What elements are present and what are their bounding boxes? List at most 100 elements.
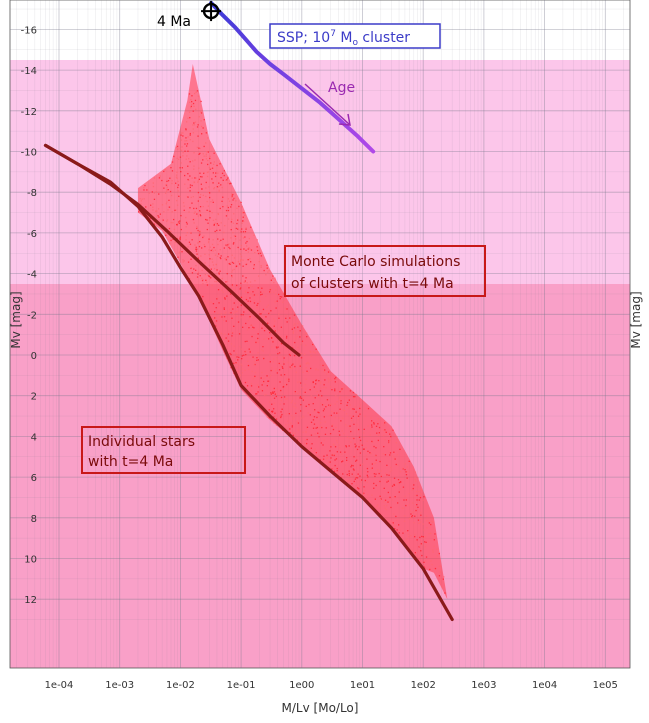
mc-point: [244, 290, 246, 292]
mc-point: [322, 444, 324, 446]
mc-point: [288, 353, 291, 356]
mc-point: [391, 455, 394, 457]
mc-point: [286, 383, 288, 386]
mc-point: [422, 523, 424, 525]
mc-point: [253, 327, 255, 329]
mc-point: [353, 469, 355, 471]
mc-point: [363, 492, 365, 494]
mc-point: [230, 312, 232, 314]
mc-point: [297, 437, 299, 439]
mc-point: [174, 241, 176, 244]
mc-point: [170, 230, 172, 233]
mc-point: [189, 132, 191, 135]
mc-point: [340, 402, 342, 405]
mc-point: [404, 469, 406, 471]
mc-point: [411, 549, 414, 552]
mc-point: [249, 316, 251, 318]
mc-point: [418, 556, 420, 558]
mc-point: [257, 337, 259, 340]
mc-point: [252, 328, 254, 330]
mc-point: [257, 356, 259, 358]
mc-point: [242, 265, 244, 267]
mc-point: [214, 317, 216, 319]
mc-point: [214, 175, 217, 178]
mc-point: [291, 400, 293, 402]
y-tick-label: 6: [31, 473, 37, 484]
mc-point: [328, 461, 330, 463]
mc-point: [228, 246, 230, 249]
mc-point: [274, 301, 276, 303]
mc-point: [176, 177, 178, 179]
mc-point: [241, 220, 244, 222]
mc-point: [244, 281, 246, 284]
mc-point: [168, 227, 171, 230]
mc-point: [238, 205, 240, 208]
mc-point: [319, 382, 321, 384]
mc-point: [327, 377, 330, 379]
mc-point: [217, 297, 219, 299]
mc-point: [280, 374, 282, 376]
mc-point: [166, 180, 168, 182]
mc-point: [234, 197, 236, 199]
mc-point: [399, 529, 401, 531]
mc-point: [362, 463, 364, 465]
mc-point: [359, 407, 361, 410]
mc-point: [231, 276, 233, 278]
mc-point: [418, 545, 421, 547]
mc-point: [328, 379, 330, 381]
mc-point: [345, 471, 347, 473]
mc-point: [189, 186, 191, 188]
mc-point: [195, 207, 198, 210]
mc-point: [277, 346, 279, 348]
mc-point: [304, 344, 307, 346]
mc-point: [350, 417, 353, 419]
mc-point: [352, 468, 355, 470]
mc-point: [202, 127, 204, 129]
mc-point: [324, 379, 326, 381]
mc-point: [370, 468, 372, 470]
mc-point: [197, 273, 199, 275]
mc-point: [334, 446, 337, 448]
mc-point: [323, 408, 325, 410]
mc-point: [338, 430, 340, 432]
mc-point: [307, 361, 309, 364]
mc-point: [238, 333, 241, 335]
mc-point: [335, 378, 337, 380]
mc-point: [227, 244, 229, 246]
mc-point: [420, 511, 422, 514]
mc-point: [312, 345, 314, 347]
mc-point: [305, 430, 307, 433]
mc-point: [282, 367, 284, 369]
mc-point: [331, 389, 333, 391]
mc-point: [393, 457, 396, 459]
mc-point: [343, 409, 346, 412]
mc-point: [374, 498, 376, 500]
mc-point: [426, 527, 428, 529]
mc-point: [279, 296, 281, 298]
mc-point: [274, 279, 277, 281]
mc-point: [229, 352, 231, 355]
mc-point: [184, 174, 186, 177]
mc-point: [246, 284, 248, 286]
mc-point: [423, 496, 425, 498]
y-tick-label: -2: [27, 310, 37, 321]
mc-point: [217, 312, 219, 314]
mc-point: [238, 356, 240, 358]
mc-point: [228, 312, 231, 314]
mc-point: [194, 211, 196, 213]
mc-point: [334, 381, 336, 383]
mc-point: [187, 178, 189, 181]
mc-point: [261, 390, 264, 392]
mc-point: [240, 363, 242, 365]
mc-point: [236, 356, 238, 358]
mc-point: [263, 380, 265, 383]
stars-label-line2: with t=4 Ma: [88, 454, 173, 470]
mc-point: [176, 224, 178, 226]
y-tick-label: -12: [21, 107, 37, 118]
mc-point: [308, 363, 310, 365]
mc-point: [315, 368, 317, 370]
mc-point: [403, 499, 405, 501]
mc-point: [418, 491, 420, 493]
mc-point: [315, 379, 317, 382]
mc-point: [420, 518, 422, 520]
